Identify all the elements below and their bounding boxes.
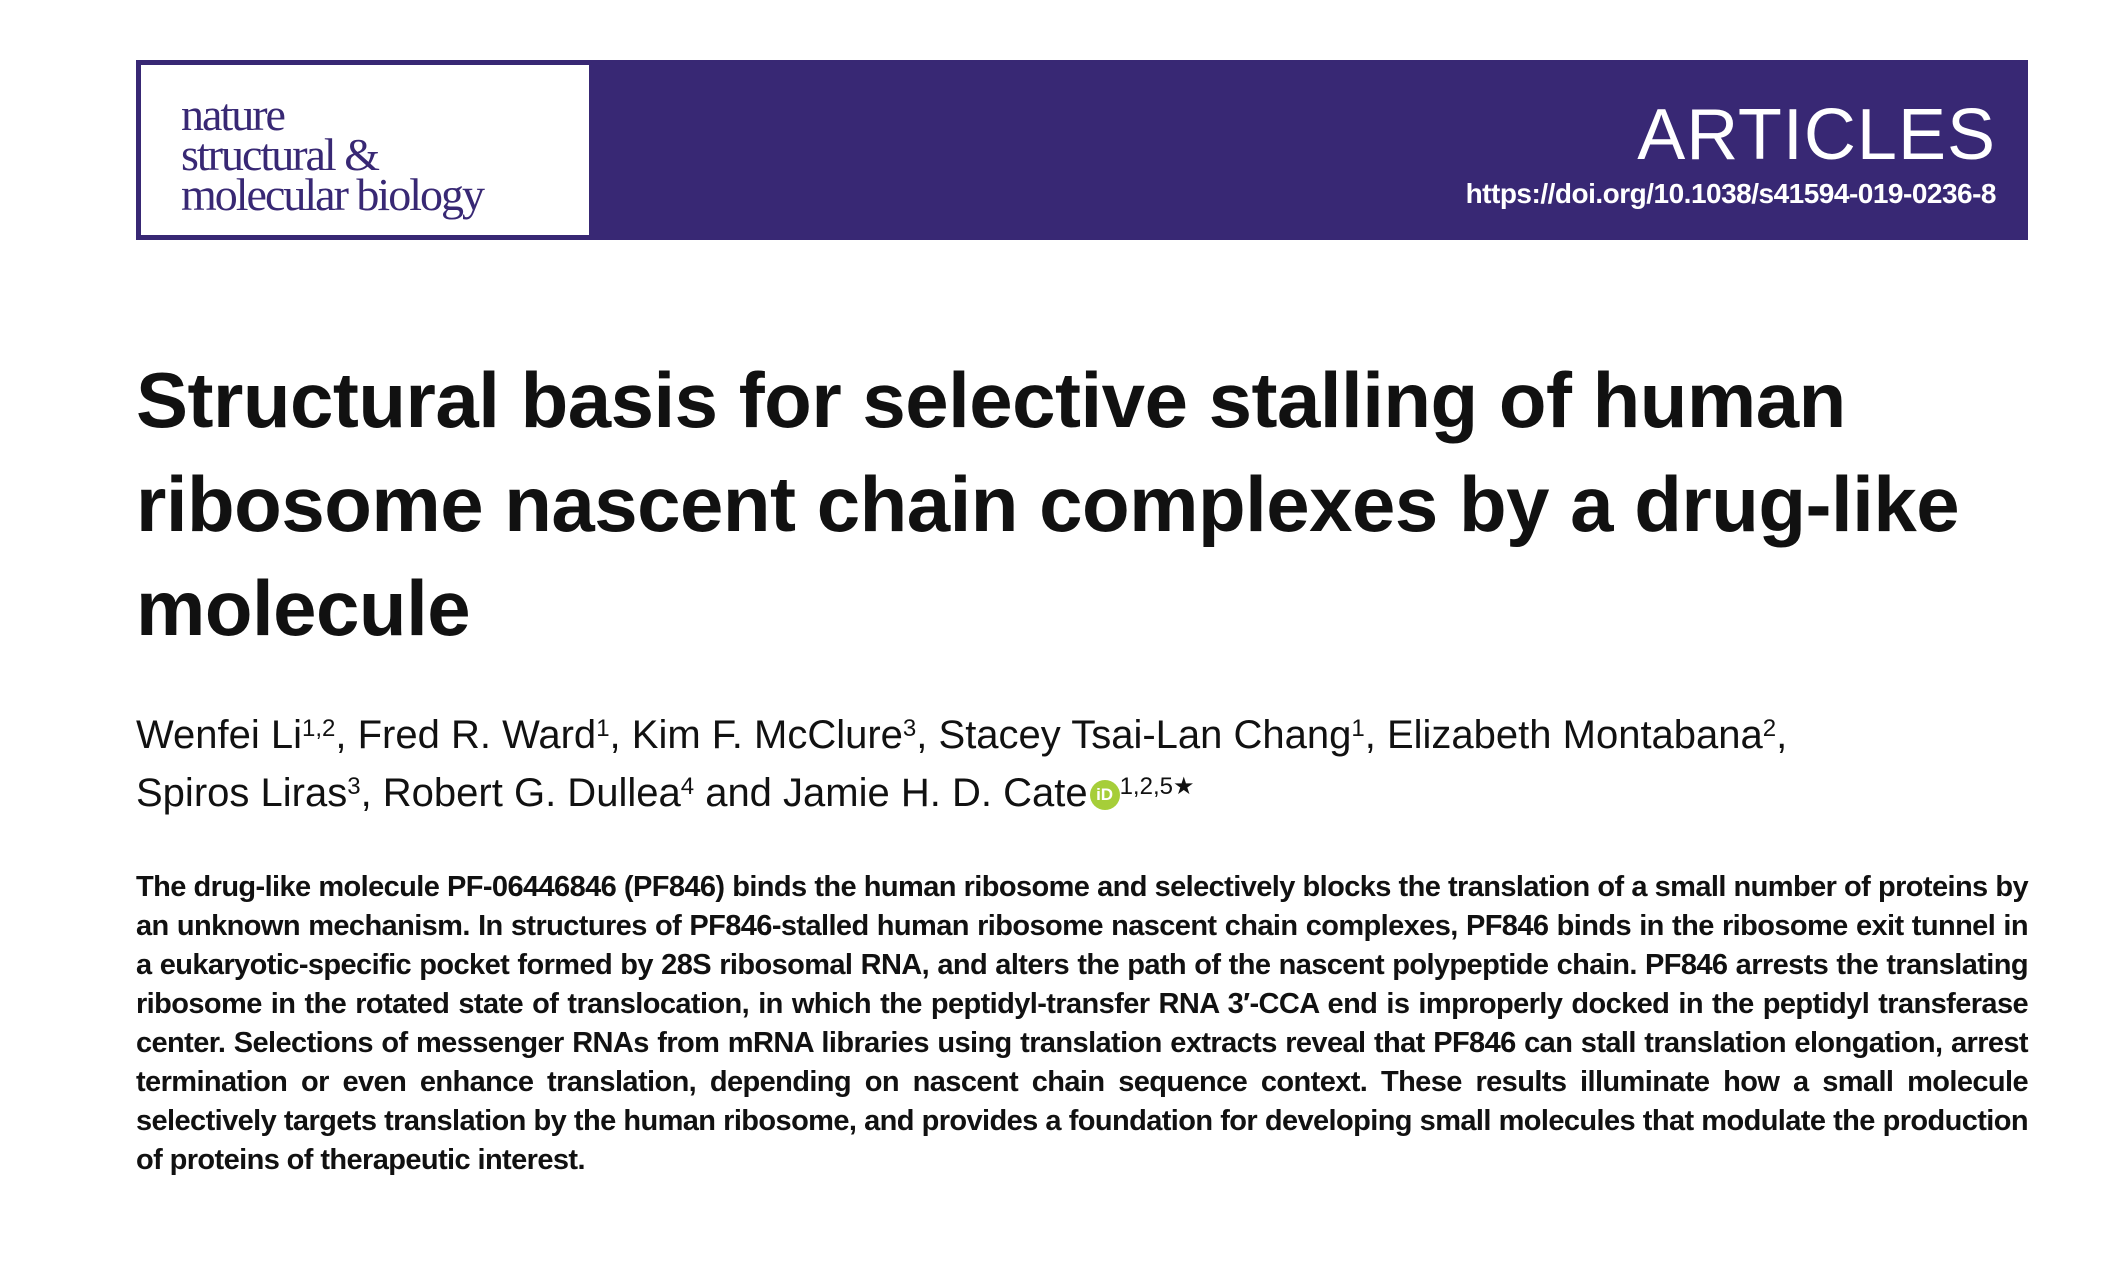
journal-logo[interactable]: nature structural & molecular biology [141, 65, 589, 235]
abstract: The drug-like molecule PF-06446846 (PF84… [136, 871, 2029, 1176]
logo-line: molecular biology [181, 169, 485, 220]
author-list: Wenfei Li1,2, Fred R. Ward1, Kim F. McCl… [136, 706, 2016, 822]
doi-link[interactable]: https://doi.org/10.1038/s41594-019-0236-… [1465, 178, 1997, 209]
affiliation-marker: 1 [1351, 715, 1365, 742]
author-separator: , [1776, 713, 1788, 757]
author-name[interactable]: Wenfei Li [136, 713, 303, 757]
author-name[interactable]: Kim F. McClure [631, 713, 903, 757]
journal-banner: nature structural & molecular biology AR… [136, 60, 2028, 240]
section-label: ARTICLES [1637, 95, 1996, 175]
author-name[interactable]: Jamie H. D. Cate [783, 771, 1088, 815]
author-name[interactable]: Elizabeth Montabana [1386, 713, 1763, 757]
author-name[interactable]: Robert G. Dullea [382, 771, 681, 815]
affiliation-marker: 4 [680, 773, 695, 800]
affiliation-marker: 1,2 [302, 715, 336, 742]
author-separator: , [335, 713, 358, 757]
affiliation-marker: 3 [347, 773, 361, 800]
article-title: Structural basis for selective stalling … [136, 356, 1960, 652]
logo-line: nature [181, 89, 286, 140]
author-name[interactable]: Spiros Liras [136, 771, 348, 815]
affiliation-marker: 2 [1762, 715, 1777, 742]
logo-line: structural & [181, 129, 380, 180]
author-name[interactable]: Stacey Tsai-Lan Chang [938, 713, 1352, 757]
author-separator: , [609, 713, 632, 757]
author-separator: , [360, 771, 383, 815]
author-separator: , [1364, 713, 1387, 757]
author-name[interactable]: Fred R. Ward [357, 713, 597, 757]
affiliation-marker: 3 [902, 715, 917, 742]
author-separator: and [694, 771, 784, 815]
author-separator: , [916, 713, 939, 757]
affiliation-marker: 1,2,5★ [1119, 773, 1195, 800]
orcid-icon[interactable]: iD [1089, 780, 1120, 811]
affiliation-marker: 1 [596, 715, 610, 742]
